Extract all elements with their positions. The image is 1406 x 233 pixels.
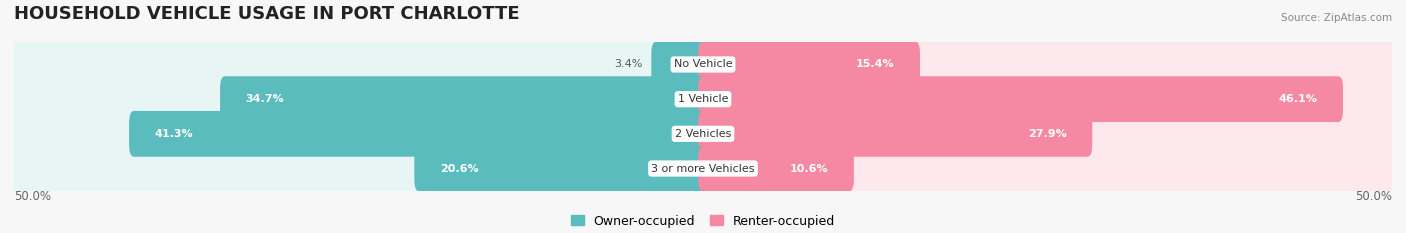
- FancyBboxPatch shape: [10, 76, 707, 122]
- Legend: Owner-occupied, Renter-occupied: Owner-occupied, Renter-occupied: [567, 209, 839, 233]
- Text: HOUSEHOLD VEHICLE USAGE IN PORT CHARLOTTE: HOUSEHOLD VEHICLE USAGE IN PORT CHARLOTT…: [14, 5, 520, 23]
- FancyBboxPatch shape: [699, 111, 1092, 157]
- Text: 41.3%: 41.3%: [155, 129, 193, 139]
- Text: 50.0%: 50.0%: [1355, 190, 1392, 203]
- FancyBboxPatch shape: [129, 111, 707, 157]
- Text: 2 Vehicles: 2 Vehicles: [675, 129, 731, 139]
- Text: 27.9%: 27.9%: [1028, 129, 1067, 139]
- Text: 46.1%: 46.1%: [1278, 94, 1317, 104]
- Text: 20.6%: 20.6%: [440, 164, 478, 174]
- FancyBboxPatch shape: [699, 42, 1396, 87]
- Text: No Vehicle: No Vehicle: [673, 59, 733, 69]
- Text: 34.7%: 34.7%: [246, 94, 284, 104]
- Text: 50.0%: 50.0%: [14, 190, 51, 203]
- FancyBboxPatch shape: [699, 76, 1396, 122]
- Text: 15.4%: 15.4%: [856, 59, 894, 69]
- FancyBboxPatch shape: [10, 111, 707, 157]
- Text: 1 Vehicle: 1 Vehicle: [678, 94, 728, 104]
- Text: 10.6%: 10.6%: [790, 164, 828, 174]
- FancyBboxPatch shape: [221, 76, 707, 122]
- Text: 3.4%: 3.4%: [614, 59, 643, 69]
- FancyBboxPatch shape: [10, 146, 707, 191]
- FancyBboxPatch shape: [415, 146, 707, 191]
- FancyBboxPatch shape: [699, 42, 920, 87]
- FancyBboxPatch shape: [651, 42, 707, 87]
- Text: Source: ZipAtlas.com: Source: ZipAtlas.com: [1281, 13, 1392, 23]
- FancyBboxPatch shape: [699, 146, 853, 191]
- FancyBboxPatch shape: [699, 76, 1343, 122]
- FancyBboxPatch shape: [699, 146, 1396, 191]
- FancyBboxPatch shape: [699, 111, 1396, 157]
- FancyBboxPatch shape: [10, 42, 707, 87]
- Text: 3 or more Vehicles: 3 or more Vehicles: [651, 164, 755, 174]
